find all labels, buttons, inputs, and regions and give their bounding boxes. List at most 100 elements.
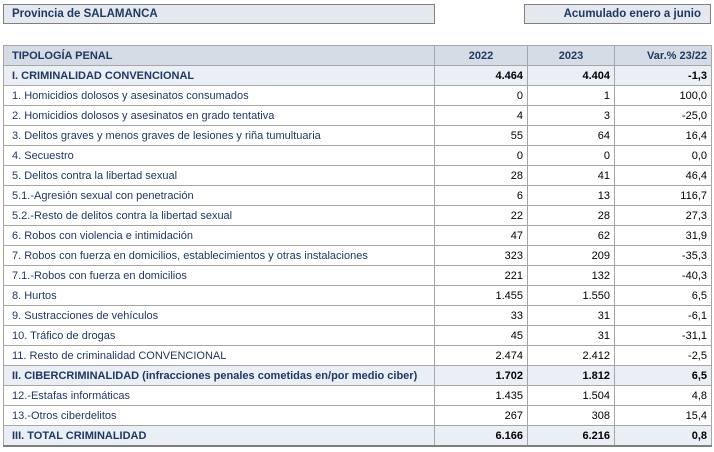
value-2023: 13 [527, 185, 615, 206]
value-2022: 6.166 [434, 425, 528, 447]
column-header-tipologia: TIPOLOGÍA PENAL [3, 45, 435, 66]
value-2022: 47 [434, 225, 528, 246]
value-2023: 64 [527, 125, 615, 146]
value-2022: 4 [434, 105, 528, 126]
variation-percent: 27,3 [614, 205, 712, 226]
table-row: 11. Resto de criminalidad CONVENCIONAL 2.… [3, 345, 712, 366]
value-2023: 1.812 [527, 365, 615, 386]
table-row: 8. Hurtos 1.455 1.550 6,5 [3, 285, 712, 306]
period-label: Acumulado enero a junio [524, 4, 711, 24]
value-2022: 0 [434, 145, 528, 166]
value-2023: 41 [527, 165, 615, 186]
value-2022: 28 [434, 165, 528, 186]
variation-percent: 116,7 [614, 185, 712, 206]
row-label: I. CRIMINALIDAD CONVENCIONAL [3, 65, 435, 86]
variation-percent: -2,5 [614, 345, 712, 366]
row-label: 2. Homicidios dolosos y asesinatos en gr… [3, 105, 435, 126]
value-2022: 1.435 [434, 385, 528, 406]
variation-percent: 4,8 [614, 385, 712, 406]
value-2023: 1 [527, 85, 615, 106]
variation-percent: -1,3 [614, 65, 712, 86]
row-label: 6. Robos con violencia e intimidación [3, 225, 435, 246]
value-2022: 267 [434, 405, 528, 426]
variation-percent: 0,8 [614, 425, 712, 447]
table-row: 5. Delitos contra la libertad sexual 28 41… [3, 165, 712, 186]
table-row: 12.-Estafas informáticas 1.435 1.504 4,8 [3, 385, 712, 406]
table-row: III. TOTAL CRIMINALIDAD 6.166 6.216 0,8 [3, 425, 712, 447]
row-label: 5.2.-Resto de delitos contra la libertad… [3, 205, 435, 226]
variation-percent: 0,0 [614, 145, 712, 166]
table-row: 7. Robos con fuerza en domicilios, estab… [3, 245, 712, 266]
variation-percent: 15,4 [614, 405, 712, 426]
value-2023: 6.216 [527, 425, 615, 447]
row-label: 8. Hurtos [3, 285, 435, 306]
variation-percent: -40,3 [614, 265, 712, 286]
variation-percent: 31,9 [614, 225, 712, 246]
table-row: 9. Sustracciones de vehículos 33 31 -6,1 [3, 305, 712, 326]
variation-percent: -25,0 [614, 105, 712, 126]
value-2023: 62 [527, 225, 615, 246]
table-row: 7.1.-Robos con fuerza en domicilios 221 13… [3, 265, 712, 286]
value-2022: 221 [434, 265, 528, 286]
value-2022: 2.474 [434, 345, 528, 366]
row-label: 13.-Otros ciberdelitos [3, 405, 435, 426]
value-2022: 1.455 [434, 285, 528, 306]
value-2023: 31 [527, 325, 615, 346]
value-2023: 31 [527, 305, 615, 326]
table-row: I. CRIMINALIDAD CONVENCIONAL 4.464 4.404 -1… [3, 65, 712, 86]
row-label: 7.1.-Robos con fuerza en domicilios [3, 265, 435, 286]
value-2022: 0 [434, 85, 528, 106]
table-row: 5.1.-Agresión sexual con penetración 6 13 1… [3, 185, 712, 206]
table-header-row: TIPOLOGÍA PENAL 2022 2023 Var.% 23/22 [3, 45, 712, 66]
row-label: 10. Tráfico de drogas [3, 325, 435, 346]
table-row: 10. Tráfico de drogas 45 31 -31,1 [3, 325, 712, 346]
row-label: 12.-Estafas informáticas [3, 385, 435, 406]
value-2023: 2.412 [527, 345, 615, 366]
row-label: 4. Secuestro [3, 145, 435, 166]
table-row: 4. Secuestro 0 0 0,0 [3, 145, 712, 166]
row-label: 3. Delitos graves y menos graves de lesi… [3, 125, 435, 146]
value-2022: 55 [434, 125, 528, 146]
row-label: 1. Homicidios dolosos y asesinatos consu… [3, 85, 435, 106]
value-2022: 45 [434, 325, 528, 346]
row-label: 9. Sustracciones de vehículos [3, 305, 435, 326]
row-label: III. TOTAL CRIMINALIDAD [3, 425, 435, 447]
variation-percent: -35,3 [614, 245, 712, 266]
column-header-2022: 2022 [434, 45, 528, 66]
table-row: 3. Delitos graves y menos graves de lesi… [3, 125, 712, 146]
variation-percent: 6,5 [614, 365, 712, 386]
value-2022: 22 [434, 205, 528, 226]
column-header-2023: 2023 [527, 45, 615, 66]
value-2023: 132 [527, 265, 615, 286]
row-label: 5. Delitos contra la libertad sexual [3, 165, 435, 186]
value-2023: 28 [527, 205, 615, 226]
variation-percent: 100,0 [614, 85, 712, 106]
variation-percent: 46,4 [614, 165, 712, 186]
row-label: 5.1.-Agresión sexual con penetración [3, 185, 435, 206]
table-body: I. CRIMINALIDAD CONVENCIONAL 4.464 4.404 -1… [3, 65, 712, 447]
value-2023: 1.550 [527, 285, 615, 306]
variation-percent: 16,4 [614, 125, 712, 146]
value-2023: 4.404 [527, 65, 615, 86]
variation-percent: -6,1 [614, 305, 712, 326]
table-row: 1. Homicidios dolosos y asesinatos consu… [3, 85, 712, 106]
table-row: 6. Robos con violencia e intimidación 47 6… [3, 225, 712, 246]
value-2023: 0 [527, 145, 615, 166]
table-row: 2. Homicidios dolosos y asesinatos en gr… [3, 105, 712, 126]
value-2022: 33 [434, 305, 528, 326]
value-2022: 4.464 [434, 65, 528, 86]
value-2023: 209 [527, 245, 615, 266]
value-2022: 6 [434, 185, 528, 206]
row-label: 7. Robos con fuerza en domicilios, estab… [3, 245, 435, 266]
province-title: Provincia de SALAMANCA [3, 4, 435, 24]
column-header-variation: Var.% 23/22 [614, 45, 712, 66]
variation-percent: 6,5 [614, 285, 712, 306]
row-label: 11. Resto de criminalidad CONVENCIONAL [3, 345, 435, 366]
value-2023: 308 [527, 405, 615, 426]
crime-statistics-table: TIPOLOGÍA PENAL 2022 2023 Var.% 23/22 I.… [3, 45, 712, 447]
row-label: II. CIBERCRIMINALIDAD (infracciones pena… [3, 365, 435, 386]
table-row: 13.-Otros ciberdelitos 267 308 15,4 [3, 405, 712, 426]
table-row: 5.2.-Resto de delitos contra la libertad… [3, 205, 712, 226]
variation-percent: -31,1 [614, 325, 712, 346]
value-2022: 1.702 [434, 365, 528, 386]
